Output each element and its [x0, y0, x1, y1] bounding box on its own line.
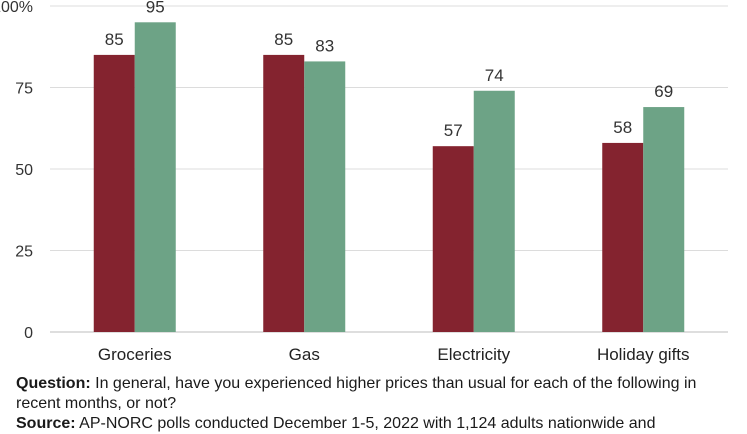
bar-value-label: 58 [613, 118, 632, 137]
bar-chart: 0 25 50 75 100% 85 95 85 83 57 74 58 69 Groceries Ga… [0, 0, 728, 364]
question-text: In general, have you experienced higher … [16, 375, 697, 412]
bar [602, 142, 644, 332]
bar-value-label: 69 [654, 82, 673, 101]
category-label: Electricity [437, 345, 510, 364]
question-note: Question: In general, have you experienc… [16, 374, 736, 414]
y-tick-label: 0 [24, 325, 33, 342]
bar [643, 107, 685, 332]
y-tick-label: 100% [0, 0, 33, 16]
y-tick-label: 50 [15, 162, 33, 179]
data-labels: 85 95 85 83 57 74 58 69 [105, 0, 673, 140]
y-axis-ticks: 0 25 50 75 100% [0, 0, 33, 342]
bar-value-label: 95 [146, 0, 165, 16]
chart-notes: Question: In general, have you experienc… [16, 374, 736, 434]
source-note: Source: AP-NORC polls conducted December… [16, 414, 736, 434]
bar [473, 90, 515, 332]
bar [263, 54, 305, 333]
bar-value-label: 83 [315, 36, 334, 55]
bar-value-label: 74 [485, 66, 504, 85]
bar [304, 61, 346, 333]
source-label: Source: [16, 415, 76, 432]
category-label: Gas [289, 345, 320, 364]
bar [134, 22, 176, 333]
category-label: Groceries [98, 345, 172, 364]
category-labels: Groceries Gas Electricity Holiday gifts [98, 345, 690, 364]
bar-value-label: 85 [274, 30, 293, 49]
bar-value-label: 85 [105, 30, 124, 49]
category-label: Holiday gifts [597, 345, 690, 364]
bar [432, 146, 474, 332]
y-tick-label: 75 [15, 81, 33, 98]
source-text: AP-NORC polls conducted December 1-5, 20… [79, 415, 656, 432]
y-tick-label: 25 [15, 244, 33, 261]
bars [93, 22, 685, 333]
question-label: Question: [16, 375, 91, 392]
bar [93, 54, 135, 333]
bar-value-label: 57 [444, 121, 463, 140]
